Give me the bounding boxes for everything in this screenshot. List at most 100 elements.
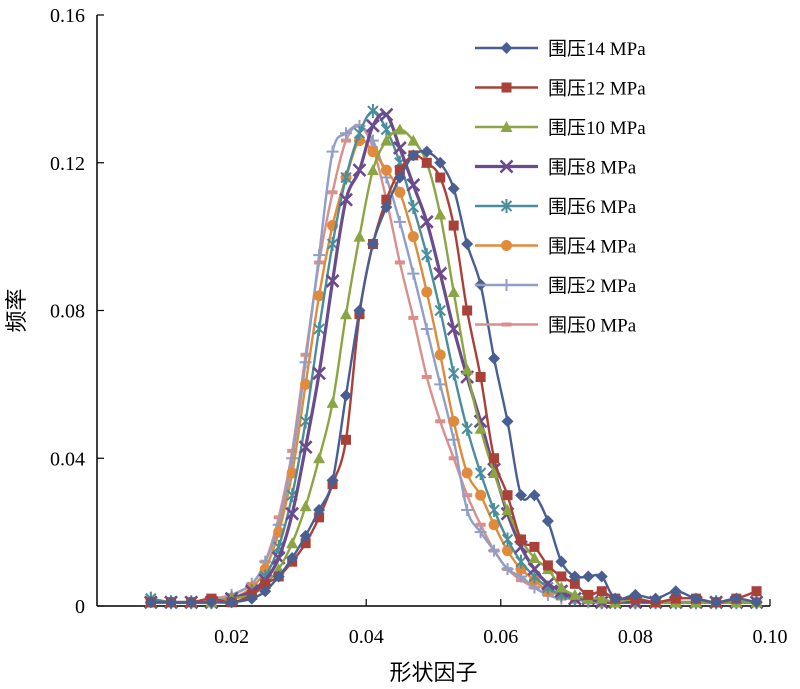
series-line [150, 124, 757, 604]
series-layer [143, 104, 764, 610]
data-point [447, 286, 460, 298]
legend-label: 围压8 MPa [548, 158, 637, 179]
legend-item: 围压6 MPa [475, 197, 637, 218]
data-point [488, 519, 500, 531]
legend-label: 围压4 MPa [548, 237, 637, 258]
data-point [313, 249, 326, 262]
series-7 [145, 123, 762, 605]
data-point [353, 304, 366, 317]
data-point [435, 172, 446, 183]
data-point [326, 474, 339, 487]
data-point [555, 581, 568, 593]
data-point [380, 201, 393, 214]
data-point [649, 592, 662, 605]
data-point [751, 586, 762, 597]
legend-swatch-marker [499, 159, 514, 174]
data-point [312, 366, 327, 381]
data-point [501, 503, 514, 515]
data-point [326, 145, 339, 158]
data-point [300, 378, 312, 390]
data-point [285, 506, 300, 521]
data-point [421, 374, 432, 379]
data-point [300, 538, 311, 549]
y-tick-label: 0.12 [50, 153, 85, 175]
x-tick-label: 0.04 [349, 626, 384, 648]
data-point [407, 134, 420, 146]
data-point [394, 186, 406, 198]
legend-item: 围压10 MPa [475, 118, 646, 139]
data-point [406, 177, 421, 192]
legend-swatch-marker [500, 42, 513, 54]
data-point [339, 192, 353, 207]
data-point [568, 588, 581, 600]
data-point [165, 596, 178, 609]
data-point [393, 215, 406, 228]
data-point [298, 440, 313, 455]
data-point [488, 544, 501, 557]
data-point [340, 308, 353, 320]
data-point [501, 415, 514, 428]
legend-swatch-marker [500, 199, 513, 213]
legend-label: 围压2 MPa [548, 276, 637, 297]
data-point [502, 545, 514, 557]
y-tick-label: 0 [75, 596, 85, 618]
y-tick-label: 0.08 [50, 301, 85, 323]
data-point [366, 238, 379, 251]
data-point [435, 419, 446, 424]
data-point [420, 322, 433, 335]
data-point [260, 578, 271, 589]
legend-swatch-marker [500, 279, 513, 291]
axes: 0 0.04 0.08 0.12 0.16 0.02 0.04 0.06 0.08 0.10 [50, 5, 788, 648]
data-point [393, 171, 406, 184]
data-point [380, 134, 393, 146]
data-point [299, 500, 312, 512]
data-point [299, 529, 312, 542]
x-tick-label: 0.08 [618, 626, 653, 648]
data-point [609, 592, 622, 605]
series-4 [145, 104, 763, 610]
data-point [515, 534, 526, 545]
data-point [514, 489, 527, 502]
data-point [583, 589, 594, 600]
data-point [366, 164, 379, 176]
data-point [488, 502, 500, 517]
data-point [595, 570, 608, 583]
legend-item: 围压0 MPa [475, 316, 637, 337]
data-point [447, 182, 460, 195]
data-point [313, 321, 325, 336]
data-point [352, 163, 367, 178]
y-tick-label: 0.16 [50, 5, 85, 27]
data-point [434, 378, 447, 391]
data-point [379, 107, 394, 122]
data-point [326, 396, 339, 408]
data-point [313, 290, 325, 302]
data-point [325, 274, 340, 288]
data-point [341, 434, 352, 445]
data-point [407, 200, 420, 215]
data-point [314, 512, 325, 523]
data-point [421, 286, 433, 298]
data-point [488, 352, 501, 365]
data-point [380, 122, 393, 137]
data-point [582, 570, 595, 583]
data-point [272, 570, 285, 583]
data-point [556, 571, 567, 582]
series-5 [145, 135, 763, 608]
data-point [670, 593, 681, 604]
y-tick-label: 0.04 [50, 448, 85, 470]
series-2 [144, 123, 763, 608]
data-point [421, 248, 433, 263]
data-point [340, 127, 353, 140]
data-point [448, 220, 459, 231]
data-point [461, 503, 474, 516]
data-point [393, 123, 406, 135]
data-point [474, 526, 487, 539]
data-point [286, 452, 299, 465]
legend-swatch-marker [501, 322, 512, 327]
data-point [528, 551, 541, 563]
data-point [462, 493, 473, 498]
legend: 围压14 MPa 围压12 MPa 围压10 MPa 围压8 MPa 围压6 MPa 围压… [475, 39, 646, 337]
legend-item: 围压4 MPa [475, 237, 637, 258]
data-point [569, 578, 580, 589]
series-line [150, 149, 757, 604]
